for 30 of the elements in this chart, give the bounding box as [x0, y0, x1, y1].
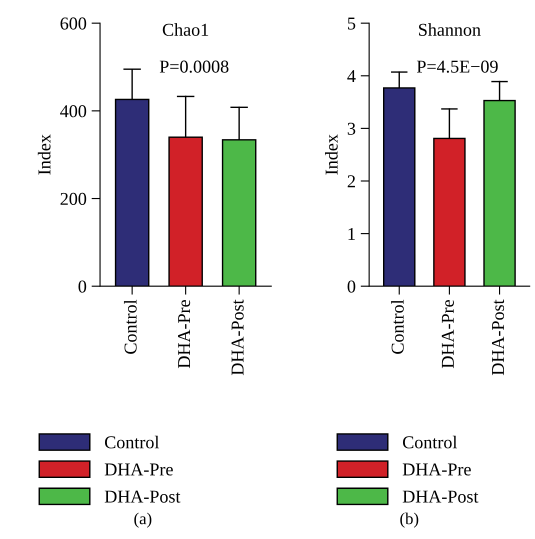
y-tick-label: 5 — [348, 18, 356, 30]
x-tick-label: Control — [391, 300, 404, 354]
y-tick-label: 600 — [60, 17, 86, 30]
x-tick-label: DHA-Pre — [442, 300, 454, 368]
chart-title: Shannon — [419, 23, 481, 36]
legend-label: Control — [402, 436, 458, 448]
text: (b) — [400, 512, 418, 528]
annotation: P=0.0008 — [160, 60, 228, 73]
chart-title: Chao1 — [162, 23, 208, 36]
x-tick-label: DHA-Post — [492, 300, 504, 376]
legend-label: DHA-Pre — [402, 463, 471, 476]
y-tick-label: 0 — [78, 280, 86, 293]
annotation: P=4.5E−09 — [416, 60, 498, 73]
y-axis-title: Index — [38, 134, 51, 175]
text: (a) — [134, 512, 152, 528]
y-tick-label: 0 — [348, 280, 356, 293]
legend-label: Control — [104, 436, 160, 448]
y-tick-label: 3 — [348, 122, 356, 135]
legend-label: DHA-Post — [402, 490, 478, 503]
x-tick-label: DHA-Post — [232, 300, 244, 376]
y-tick-label: 1 — [348, 228, 355, 240]
legend-label: DHA-Post — [104, 490, 180, 503]
y-tick-label: 200 — [60, 192, 86, 205]
y-tick-label: 4 — [347, 70, 356, 82]
x-tick-label: DHA-Pre — [178, 300, 190, 368]
y-axis-title: Index — [325, 134, 338, 175]
legend-label: DHA-Pre — [104, 463, 173, 476]
y-tick-label: 400 — [60, 105, 86, 118]
x-tick-label: Control — [124, 300, 137, 354]
y-tick-label: 2 — [348, 175, 355, 188]
